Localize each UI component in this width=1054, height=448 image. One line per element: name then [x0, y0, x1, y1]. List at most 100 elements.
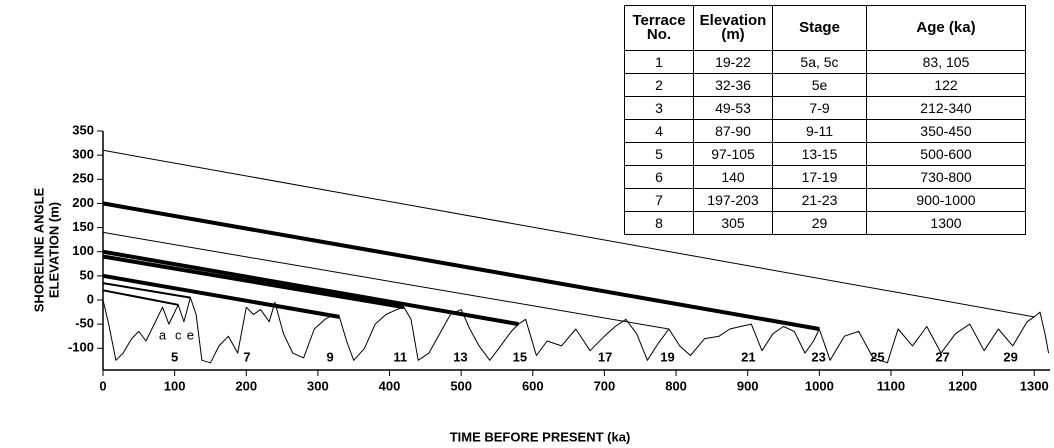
- stage-label: 25: [870, 349, 884, 364]
- y-tick-label: 350: [72, 122, 94, 137]
- x-tick-label: 700: [594, 378, 616, 393]
- table-header: Terrace No. Elevation (m) Stage Age (ka): [624, 5, 1026, 51]
- substage-label: e: [187, 328, 194, 343]
- table-cell: 122: [866, 73, 1026, 97]
- x-tick-label: 800: [665, 378, 687, 393]
- table-body: 1 19-22 5a, 5c 83, 105 2 32-36 5e 122 3 49-53 7-9 2…: [624, 50, 1026, 235]
- table-cell: 197-203: [693, 188, 773, 212]
- table-cell: 5a, 5c: [772, 50, 867, 74]
- header-cell: Terrace No.: [624, 5, 694, 51]
- y-tick-label: 0: [87, 291, 94, 306]
- table-cell: 212-340: [866, 96, 1026, 120]
- y-tick-label: 150: [72, 219, 94, 234]
- stage-label: 29: [1003, 349, 1017, 364]
- x-tick-label: 400: [379, 378, 401, 393]
- y-tick-label: -100: [68, 340, 94, 355]
- stage-label: 27: [935, 349, 949, 364]
- y-axis-label: ELEVATION (m): [46, 202, 61, 298]
- y-tick-label: 300: [72, 147, 94, 162]
- stage-label: 19: [660, 349, 674, 364]
- table-cell: 83, 105: [866, 50, 1026, 74]
- x-tick-label: 100: [164, 378, 186, 393]
- table-cell: 6: [624, 165, 694, 189]
- stage-label: 5: [171, 349, 178, 364]
- table-row: 8 305 29 1300: [624, 211, 1026, 235]
- series-line: [102, 201, 820, 331]
- stage-label: 23: [811, 349, 825, 364]
- table-row: 7 197-203 21-23 900-1000: [624, 188, 1026, 212]
- table-cell: 21-23: [772, 188, 867, 212]
- table-row: 2 32-36 5e 122: [624, 73, 1026, 97]
- table-cell: 7-9: [772, 96, 867, 120]
- stage-label: 17: [598, 349, 612, 364]
- header-cell: Elevation (m): [693, 5, 773, 51]
- stage-label: 7: [243, 349, 250, 364]
- stage-label: 15: [513, 349, 527, 364]
- x-tick-label: 0: [99, 378, 106, 393]
- x-tick-label: 1000: [805, 378, 834, 393]
- table-cell: 1: [624, 50, 694, 74]
- substage-label: c: [175, 328, 182, 343]
- table-cell: 87-90: [693, 119, 773, 143]
- series-line: [102, 273, 340, 319]
- x-tick-label: 600: [522, 378, 544, 393]
- series-line: [102, 254, 405, 310]
- series-line: [102, 249, 519, 327]
- y-tick-label: 100: [72, 243, 94, 258]
- header-cell: Stage: [772, 5, 867, 51]
- x-tick-label: 1200: [948, 378, 977, 393]
- table-cell: 3: [624, 96, 694, 120]
- series-line: [102, 289, 179, 306]
- x-tick-label: 1100: [877, 378, 905, 393]
- series-line: [102, 149, 1035, 318]
- x-tick-label: 300: [307, 378, 329, 393]
- table-cell: 2: [624, 73, 694, 97]
- table-cell: 140: [693, 165, 773, 189]
- table-row: 1 19-22 5a, 5c 83, 105: [624, 50, 1026, 74]
- table-cell: 500-600: [866, 142, 1026, 166]
- table-cell: 9-11: [772, 119, 867, 143]
- x-tick-label: 500: [450, 378, 472, 393]
- table-row: 4 87-90 9-11 350-450: [624, 119, 1026, 143]
- table-cell: 1300: [866, 211, 1026, 235]
- stage-label: 13: [453, 349, 467, 364]
- table-cell: 4: [624, 119, 694, 143]
- table-cell: 49-53: [693, 96, 773, 120]
- table-cell: 13-15: [772, 142, 867, 166]
- table-cell: 5e: [772, 73, 867, 97]
- table-cell: 17-19: [772, 165, 867, 189]
- table-row: 3 49-53 7-9 212-340: [624, 96, 1026, 120]
- x-tick-label: 900: [737, 378, 759, 393]
- series-line: [102, 297, 1050, 364]
- y-tick-label: 250: [72, 171, 94, 186]
- table-cell: 350-450: [866, 119, 1026, 143]
- table-cell: 5: [624, 142, 694, 166]
- y-tick-label: 200: [72, 195, 94, 210]
- y-tick-label: 50: [80, 267, 94, 282]
- table-cell: 305: [693, 211, 773, 235]
- table-cell: 29: [772, 211, 867, 235]
- table-cell: 8: [624, 211, 694, 235]
- stage-label: 11: [393, 349, 407, 364]
- stage-label: 21: [741, 349, 755, 364]
- x-axis-label: TIME BEFORE PRESENT (ka): [450, 429, 631, 444]
- x-tick-label: 200: [235, 378, 257, 393]
- table-row: 5 97-105 13-15 500-600: [624, 142, 1026, 166]
- x-tick-label: 1300: [1020, 378, 1049, 393]
- stage-label: 9: [326, 349, 333, 364]
- table-cell: 97-105: [693, 142, 773, 166]
- substage-label: a: [159, 328, 167, 343]
- series-line: [102, 282, 191, 299]
- y-axis-label: SHORELINE ANGLE: [31, 187, 46, 312]
- series-line: [102, 231, 669, 330]
- table-row: 6 140 17-19 730-800: [624, 165, 1026, 189]
- table-cell: 19-22: [693, 50, 773, 74]
- table-cell: 32-36: [693, 73, 773, 97]
- table-cell: 730-800: [866, 165, 1026, 189]
- header-cell: Age (ka): [866, 5, 1026, 51]
- table-cell: 7: [624, 188, 694, 212]
- y-tick-label: -50: [75, 316, 94, 331]
